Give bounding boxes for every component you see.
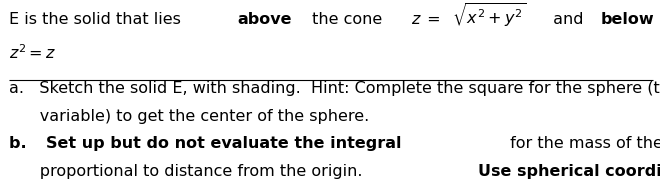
Text: above: above: [237, 12, 292, 27]
Text: z: z: [411, 12, 419, 27]
Text: a.   Sketch the solid E, with shading.  Hint: Complete the square for the sphere: a. Sketch the solid E, with shading. Hin…: [9, 81, 660, 96]
Text: =: =: [422, 12, 446, 27]
Text: proportional to distance from the origin.: proportional to distance from the origin…: [9, 164, 372, 179]
Text: Set up but do not evaluate the integral: Set up but do not evaluate the integral: [46, 136, 401, 151]
Text: variable) to get the center of the sphere.: variable) to get the center of the spher…: [9, 109, 369, 124]
Text: $z^2 = z$: $z^2 = z$: [9, 43, 55, 62]
Text: E is the solid that lies: E is the solid that lies: [9, 12, 185, 27]
Text: $\sqrt{x^2+y^2}$: $\sqrt{x^2+y^2}$: [453, 2, 527, 29]
Text: the cone: the cone: [308, 12, 387, 27]
Text: b.: b.: [9, 136, 38, 151]
Text: below: below: [601, 12, 654, 27]
Text: and: and: [548, 12, 589, 27]
Text: for the mass of the solid E if the density is: for the mass of the solid E if the densi…: [504, 136, 660, 151]
Text: Use spherical coordinates.: Use spherical coordinates.: [478, 164, 660, 179]
